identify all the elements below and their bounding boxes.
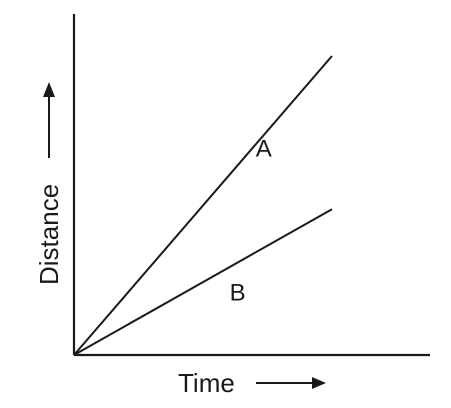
- x-axis-arrow-head: [312, 377, 326, 389]
- series-label-b: B: [230, 279, 246, 306]
- x-axis-label: Time: [178, 368, 235, 398]
- x-axis-title: Time: [178, 368, 326, 398]
- series-line-a: [73, 55, 333, 356]
- series-label-a: A: [256, 136, 272, 163]
- y-axis-label: Distance: [34, 184, 64, 285]
- y-axis-arrow-head: [43, 82, 55, 97]
- series-line-b: [73, 208, 333, 356]
- series-layer: AB: [73, 55, 333, 356]
- y-axis-title: Distance: [34, 82, 64, 285]
